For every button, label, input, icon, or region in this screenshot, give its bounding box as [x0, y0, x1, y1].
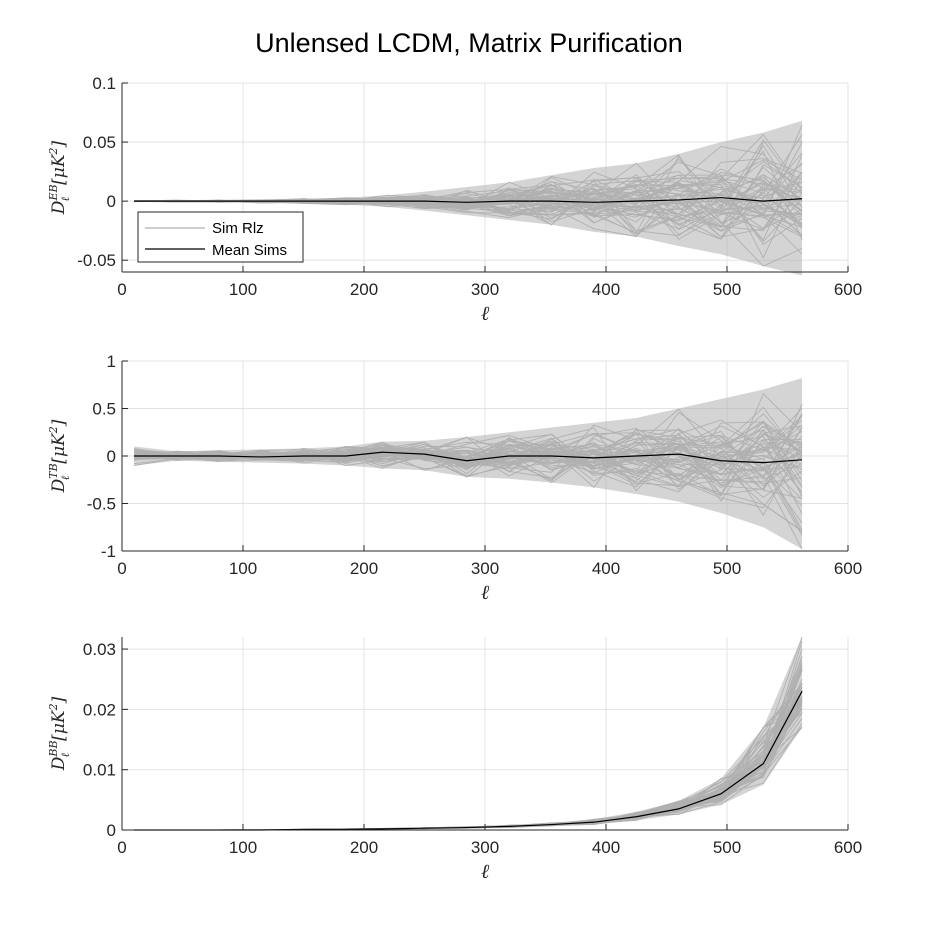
- sim-rlz-line: [134, 432, 803, 490]
- sim-rlz-line: [134, 691, 803, 831]
- x-tick-label: 600: [834, 838, 862, 857]
- y-tick-label: -0.05: [77, 251, 116, 270]
- sim-rlz-line: [134, 698, 803, 831]
- sim-rlz-line: [134, 703, 803, 831]
- mean-sims-line: [134, 690, 803, 831]
- x-tick-label: 300: [471, 280, 499, 299]
- y-tick-label: 1: [107, 352, 116, 371]
- sim-rlz-line: [134, 698, 803, 831]
- y-tick-label: 0: [107, 192, 116, 211]
- sim-rlz-line: [134, 701, 803, 831]
- x-axis-label: ℓ: [481, 580, 490, 604]
- sim-rlz-line: [134, 701, 803, 831]
- sim-rlz-line: [134, 704, 803, 831]
- sim-rlz-line: [134, 706, 803, 831]
- y-tick-label: 0.01: [83, 761, 116, 780]
- bb-spectrum-panel: 0 100 200 300 400 500 600 0 0.01 0.02 0.03 ℓ DBBℓ[μK…: [47, 636, 862, 883]
- x-tick-label: 100: [229, 838, 257, 857]
- y-tick-label: 0.5: [92, 400, 116, 419]
- sim-rlz-line: [134, 696, 803, 831]
- x-tick-label: 200: [350, 280, 378, 299]
- legend: Sim Rlz Mean Sims: [137, 211, 304, 263]
- legend-label-mean-sims: Mean Sims: [212, 242, 287, 259]
- x-tick-label: 500: [713, 838, 741, 857]
- x-tick-label: 100: [229, 559, 257, 578]
- legend-box: [137, 211, 304, 263]
- x-tick-label: 400: [592, 280, 620, 299]
- sim-rlz-line: [134, 159, 803, 215]
- sim-rlz-line: [134, 718, 803, 831]
- mean-sims-line: [134, 196, 803, 203]
- sim-rlz-line: [134, 690, 803, 831]
- y-axis-label: DBBℓ[μK2]: [47, 696, 72, 771]
- sim-rlz-line: [134, 700, 803, 831]
- sim-rlz-line: [134, 656, 803, 831]
- sim-rlz-line: [134, 690, 803, 831]
- sim-rlz-line: [134, 703, 803, 831]
- y-tick-label: 0.02: [83, 700, 116, 719]
- sim-rlz-line: [134, 707, 803, 831]
- x-tick-label: 400: [592, 838, 620, 857]
- sim-rlz-line: [134, 691, 803, 831]
- x-axis-label: ℓ: [481, 301, 490, 325]
- x-tick-label: 400: [592, 559, 620, 578]
- sim-rlz-line: [134, 703, 803, 831]
- y-tick-label: 0: [107, 821, 116, 840]
- x-tick-label: 0: [117, 280, 126, 299]
- x-tick-label: 200: [350, 559, 378, 578]
- y-tick-label: -1: [101, 542, 116, 561]
- legend-label-sim-rlz: Sim Rlz: [212, 220, 264, 237]
- sim-rlz-line: [134, 696, 803, 831]
- x-tick-label: 100: [229, 280, 257, 299]
- sim-rlz-line: [134, 695, 803, 831]
- sim-rlz-line: [134, 727, 803, 831]
- x-tick-label: 300: [471, 559, 499, 578]
- sim-rlz-line: [134, 691, 803, 831]
- x-tick-label: 0: [117, 838, 126, 857]
- sim-rlz-line: [134, 701, 803, 831]
- x-tick-label: 300: [471, 838, 499, 857]
- sim-rlz-line: [134, 700, 803, 831]
- y-tick-label: 0.05: [83, 133, 116, 152]
- y-tick-label: 0.03: [83, 640, 116, 659]
- sim-rlz-line: [134, 701, 803, 831]
- tb-spectrum-panel: 0 100 200 300 400 500 600 -1 -0.5 0 0.5 1 ℓ DTBℓ[μK2]: [47, 352, 862, 604]
- x-tick-label: 500: [713, 280, 741, 299]
- eb-spectrum-panel: 0 100 200 300 400 500 600-0.0500.050.1ℓDEBℓ[μK…: [47, 74, 862, 325]
- y-tick-label: 0.1: [92, 74, 116, 93]
- y-axis-label: DTBℓ[μK2]: [47, 419, 72, 493]
- figure-title: Unlensed LCDM, Matrix Purification: [255, 28, 683, 58]
- y-tick-label: 0: [107, 447, 116, 466]
- sim-rlz-line: [134, 429, 803, 500]
- x-axis-label: ℓ: [481, 859, 490, 883]
- x-tick-label: 500: [713, 559, 741, 578]
- mean-sims-line: [134, 451, 803, 464]
- x-tick-label: 200: [350, 838, 378, 857]
- sim-rlz-line: [134, 727, 803, 831]
- sim-rlz-line: [134, 695, 803, 831]
- y-axis-label: DEBℓ[μK2]: [47, 140, 72, 215]
- x-tick-label: 0: [117, 559, 126, 578]
- sim-rlz-line: [134, 712, 803, 831]
- sim-rlz-line: [134, 710, 803, 831]
- sim-rlz-line: [134, 699, 803, 831]
- x-tick-label: 600: [834, 559, 862, 578]
- x-tick-label: 600: [834, 280, 862, 299]
- y-tick-label: -0.5: [87, 495, 116, 514]
- sim-rlz-line: [134, 723, 803, 831]
- sim-rlz-line: [134, 711, 803, 831]
- sim-rlz-line: [134, 392, 803, 497]
